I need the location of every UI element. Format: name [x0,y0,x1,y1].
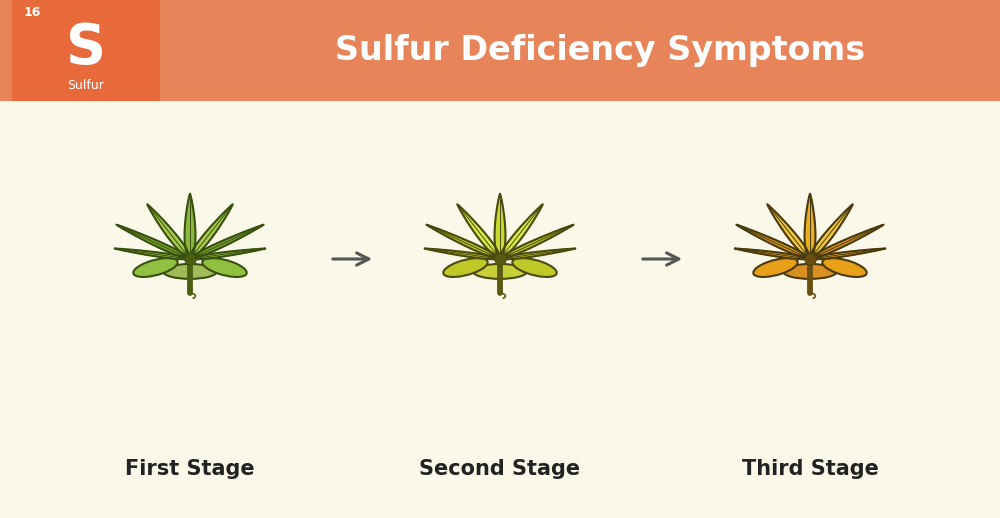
Text: Third Stage: Third Stage [742,459,878,479]
Bar [0,0,1000,101]
Polygon shape [767,204,810,259]
Polygon shape [190,204,233,259]
Polygon shape [810,249,885,260]
Polygon shape [425,249,500,260]
Polygon shape [500,225,574,259]
Text: First Stage: First Stage [125,459,255,479]
Polygon shape [810,225,884,259]
Polygon shape [115,249,190,260]
Ellipse shape [202,258,247,277]
Polygon shape [500,204,543,259]
Ellipse shape [822,258,867,277]
Text: 16: 16 [24,6,41,19]
Ellipse shape [443,258,488,277]
Text: Sulfur: Sulfur [68,79,104,92]
Polygon shape [810,204,853,259]
Polygon shape [736,225,810,259]
Polygon shape [190,225,264,259]
Polygon shape [147,204,190,259]
Polygon shape [805,194,815,259]
Ellipse shape [473,264,527,279]
Ellipse shape [512,258,557,277]
Polygon shape [500,249,575,260]
Polygon shape [495,194,505,259]
Polygon shape [190,249,265,260]
Bar [12,0,160,101]
Ellipse shape [133,258,178,277]
Polygon shape [185,194,195,259]
Ellipse shape [753,258,798,277]
Polygon shape [426,225,500,259]
Ellipse shape [783,264,837,279]
Polygon shape [457,204,500,259]
Polygon shape [116,225,190,259]
Text: Sulfur Deficiency Symptoms: Sulfur Deficiency Symptoms [335,34,865,67]
Text: S: S [66,21,106,76]
Text: Second Stage: Second Stage [419,459,581,479]
Ellipse shape [163,264,217,279]
Polygon shape [735,249,810,260]
